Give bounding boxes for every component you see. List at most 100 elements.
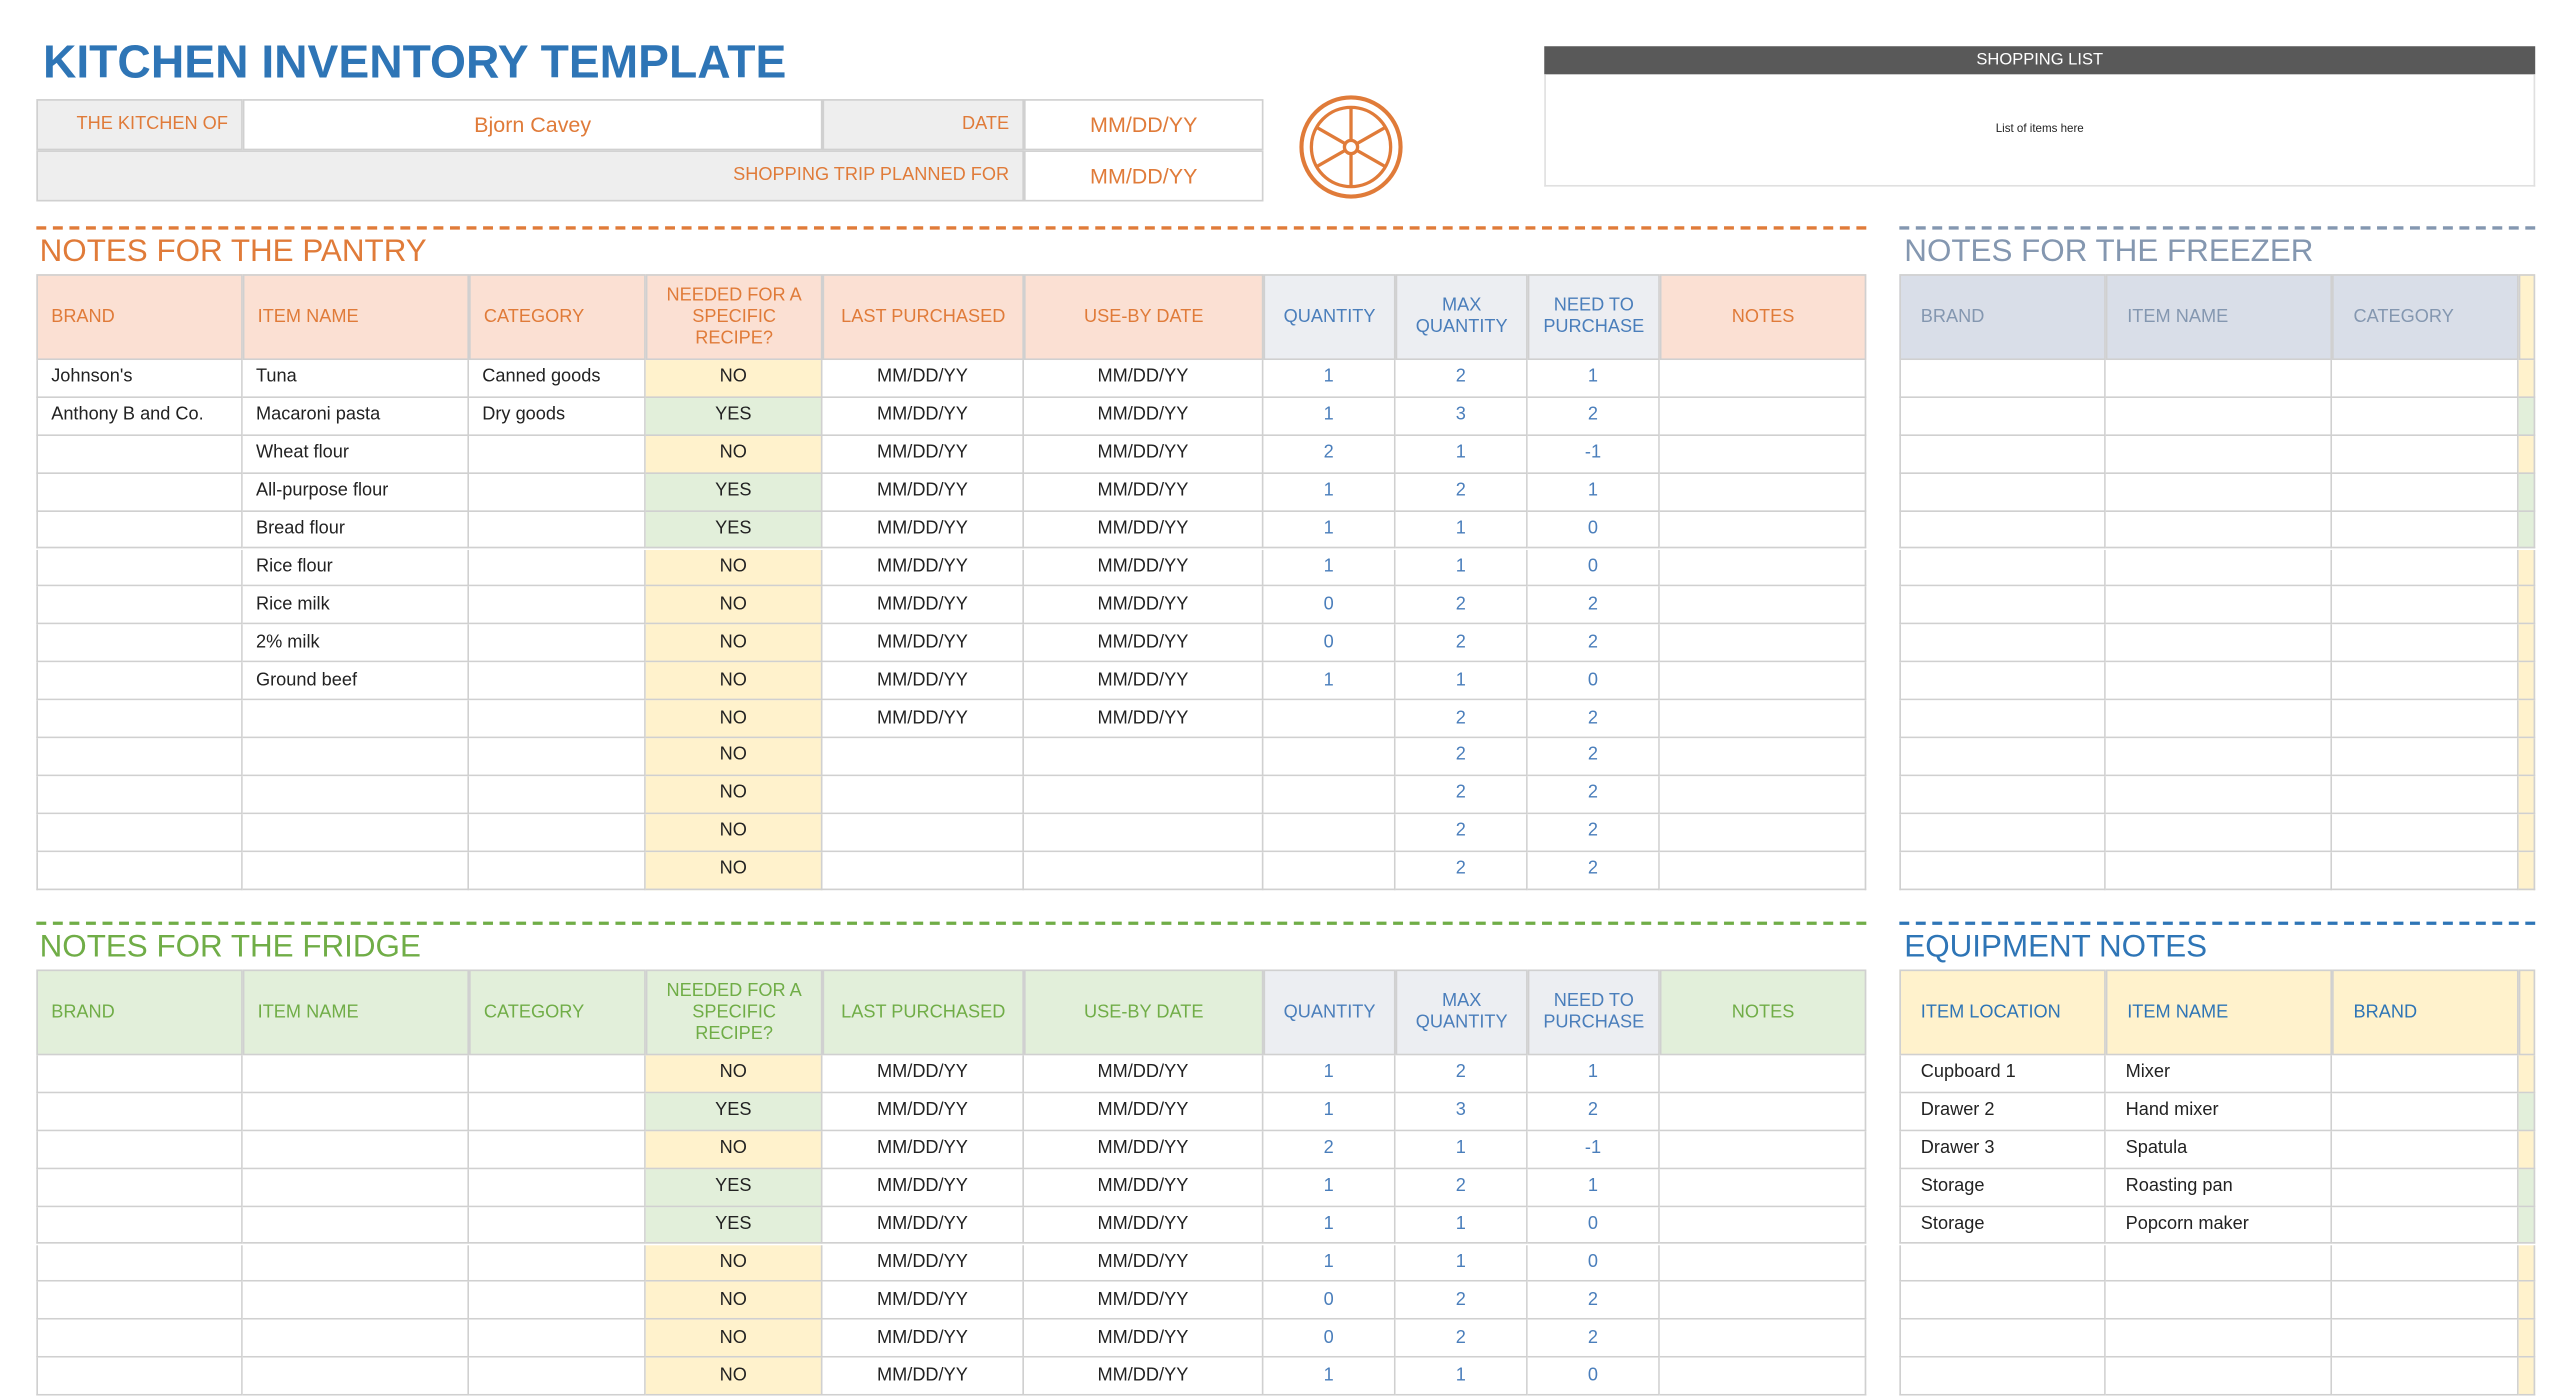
table-cell bbox=[1899, 511, 2106, 550]
table-cell: MM/DD/YY bbox=[822, 1131, 1024, 1169]
table-cell: 1 bbox=[1527, 1055, 1660, 1094]
table-cell bbox=[2332, 473, 2519, 512]
table-cell: 1 bbox=[1263, 360, 1396, 398]
table-cell: 0 bbox=[1263, 1320, 1396, 1358]
column-header: NOTES bbox=[1659, 274, 1867, 361]
column-header: CATEGORY bbox=[469, 274, 646, 361]
table-cell bbox=[242, 1320, 470, 1358]
table-cell: MM/DD/YY bbox=[822, 511, 1024, 550]
table-cell: YES bbox=[645, 473, 823, 512]
table-cell bbox=[1899, 1282, 2106, 1321]
table-cell: 1 bbox=[1263, 397, 1396, 436]
column-header: NEEDED FOR A SPECIFIC RECIPE? bbox=[645, 274, 823, 361]
table-cell bbox=[2105, 662, 2333, 701]
table-cell bbox=[1659, 397, 1867, 436]
table-cell: NO bbox=[645, 813, 823, 852]
column-header: NEEDED FOR A SPECIFIC RECIPE? bbox=[645, 969, 823, 1056]
column-header: USE-BY DATE bbox=[1023, 274, 1264, 361]
table-cell bbox=[1263, 813, 1396, 852]
table-cell bbox=[36, 624, 243, 663]
table-cell bbox=[469, 1282, 646, 1321]
table-cell: 1 bbox=[1263, 473, 1396, 512]
table-cell: MM/DD/YY bbox=[1023, 1055, 1264, 1094]
table-cell: MM/DD/YY bbox=[822, 435, 1024, 474]
table-cell: MM/DD/YY bbox=[1023, 397, 1264, 436]
table-cell: 1 bbox=[1263, 1244, 1396, 1283]
table-cell bbox=[1659, 511, 1867, 550]
section-title: NOTES FOR THE FRIDGE bbox=[39, 929, 421, 964]
table-cell bbox=[36, 1282, 243, 1321]
table-cell: 2 bbox=[1527, 813, 1660, 852]
table-cell: Rice milk bbox=[242, 586, 470, 625]
table-cell bbox=[2332, 851, 2519, 890]
table-cell bbox=[1659, 435, 1867, 474]
table-cell bbox=[2105, 586, 2333, 625]
table-cell bbox=[469, 1244, 646, 1283]
table-cell bbox=[469, 738, 646, 777]
table-cell bbox=[242, 1244, 470, 1283]
table-cell: MM/DD/YY bbox=[1023, 435, 1264, 474]
table-cell bbox=[1659, 851, 1867, 890]
table-cell: Drawer 2 bbox=[1899, 1093, 2106, 1131]
table-cell: 3 bbox=[1395, 397, 1528, 436]
table-cell: 1 bbox=[1395, 1357, 1528, 1396]
table-cell bbox=[822, 813, 1024, 852]
table-cell bbox=[2332, 1093, 2519, 1131]
table-cell bbox=[36, 1206, 243, 1245]
table-cell bbox=[2332, 511, 2519, 550]
table-cell bbox=[2332, 549, 2519, 587]
table-cell: NO bbox=[645, 700, 823, 739]
table-cell: Johnson's bbox=[36, 360, 243, 398]
table-cell: 1 bbox=[1527, 360, 1660, 398]
table-cell bbox=[2332, 813, 2519, 852]
table-cell: Roasting pan bbox=[2105, 1168, 2333, 1207]
table-cell: 1 bbox=[1263, 662, 1396, 701]
table-cell bbox=[36, 473, 243, 512]
table-cell: 2 bbox=[1395, 360, 1528, 398]
table-cell bbox=[469, 586, 646, 625]
table-cell: MM/DD/YY bbox=[1023, 549, 1264, 587]
table-cell bbox=[2332, 360, 2519, 398]
dashed-rule bbox=[1899, 921, 2536, 925]
table-cell bbox=[36, 1131, 243, 1169]
table-cell: 2 bbox=[1527, 700, 1660, 739]
table-cell bbox=[242, 700, 470, 739]
table-cell bbox=[1899, 397, 2106, 436]
table-cell bbox=[2105, 851, 2333, 890]
table-cell bbox=[2518, 1093, 2536, 1131]
table-cell bbox=[1263, 776, 1396, 814]
table-cell bbox=[2105, 549, 2333, 587]
table-cell: NO bbox=[645, 1244, 823, 1283]
table-cell bbox=[1659, 1282, 1867, 1321]
column-header: NOTES bbox=[1659, 969, 1867, 1056]
table-cell bbox=[1659, 813, 1867, 852]
column-header: LAST PURCHASED bbox=[822, 274, 1024, 361]
column-header: ITEM NAME bbox=[242, 274, 470, 361]
section-title: EQUIPMENT NOTES bbox=[1904, 929, 2208, 964]
table-cell: MM/DD/YY bbox=[822, 1206, 1024, 1245]
column-header: BRAND bbox=[36, 274, 243, 361]
table-cell: 2 bbox=[1527, 1282, 1660, 1321]
table-cell bbox=[1023, 776, 1264, 814]
table-cell: 0 bbox=[1527, 1357, 1660, 1396]
table-cell bbox=[2332, 435, 2519, 474]
table-cell: YES bbox=[645, 397, 823, 436]
table-cell: MM/DD/YY bbox=[1023, 1320, 1264, 1358]
column-header: ITEM LOCATION bbox=[1899, 969, 2106, 1056]
label: SHOPPING TRIP PLANNED FOR bbox=[36, 150, 1024, 202]
table-cell: MM/DD/YY bbox=[822, 1282, 1024, 1321]
table-cell bbox=[242, 1093, 470, 1131]
column-header: CATEGORY bbox=[469, 969, 646, 1056]
table-cell bbox=[1899, 586, 2106, 625]
table-cell bbox=[2332, 586, 2519, 625]
table-cell bbox=[1899, 1244, 2106, 1283]
table-cell: NO bbox=[645, 851, 823, 890]
column-header bbox=[2518, 969, 2536, 1056]
table-cell: 2 bbox=[1527, 586, 1660, 625]
table-cell bbox=[822, 776, 1024, 814]
table-cell: YES bbox=[645, 1093, 823, 1131]
table-cell: MM/DD/YY bbox=[822, 360, 1024, 398]
table-cell bbox=[1659, 1206, 1867, 1245]
table-cell bbox=[2518, 1320, 2536, 1358]
table-cell bbox=[1659, 624, 1867, 663]
